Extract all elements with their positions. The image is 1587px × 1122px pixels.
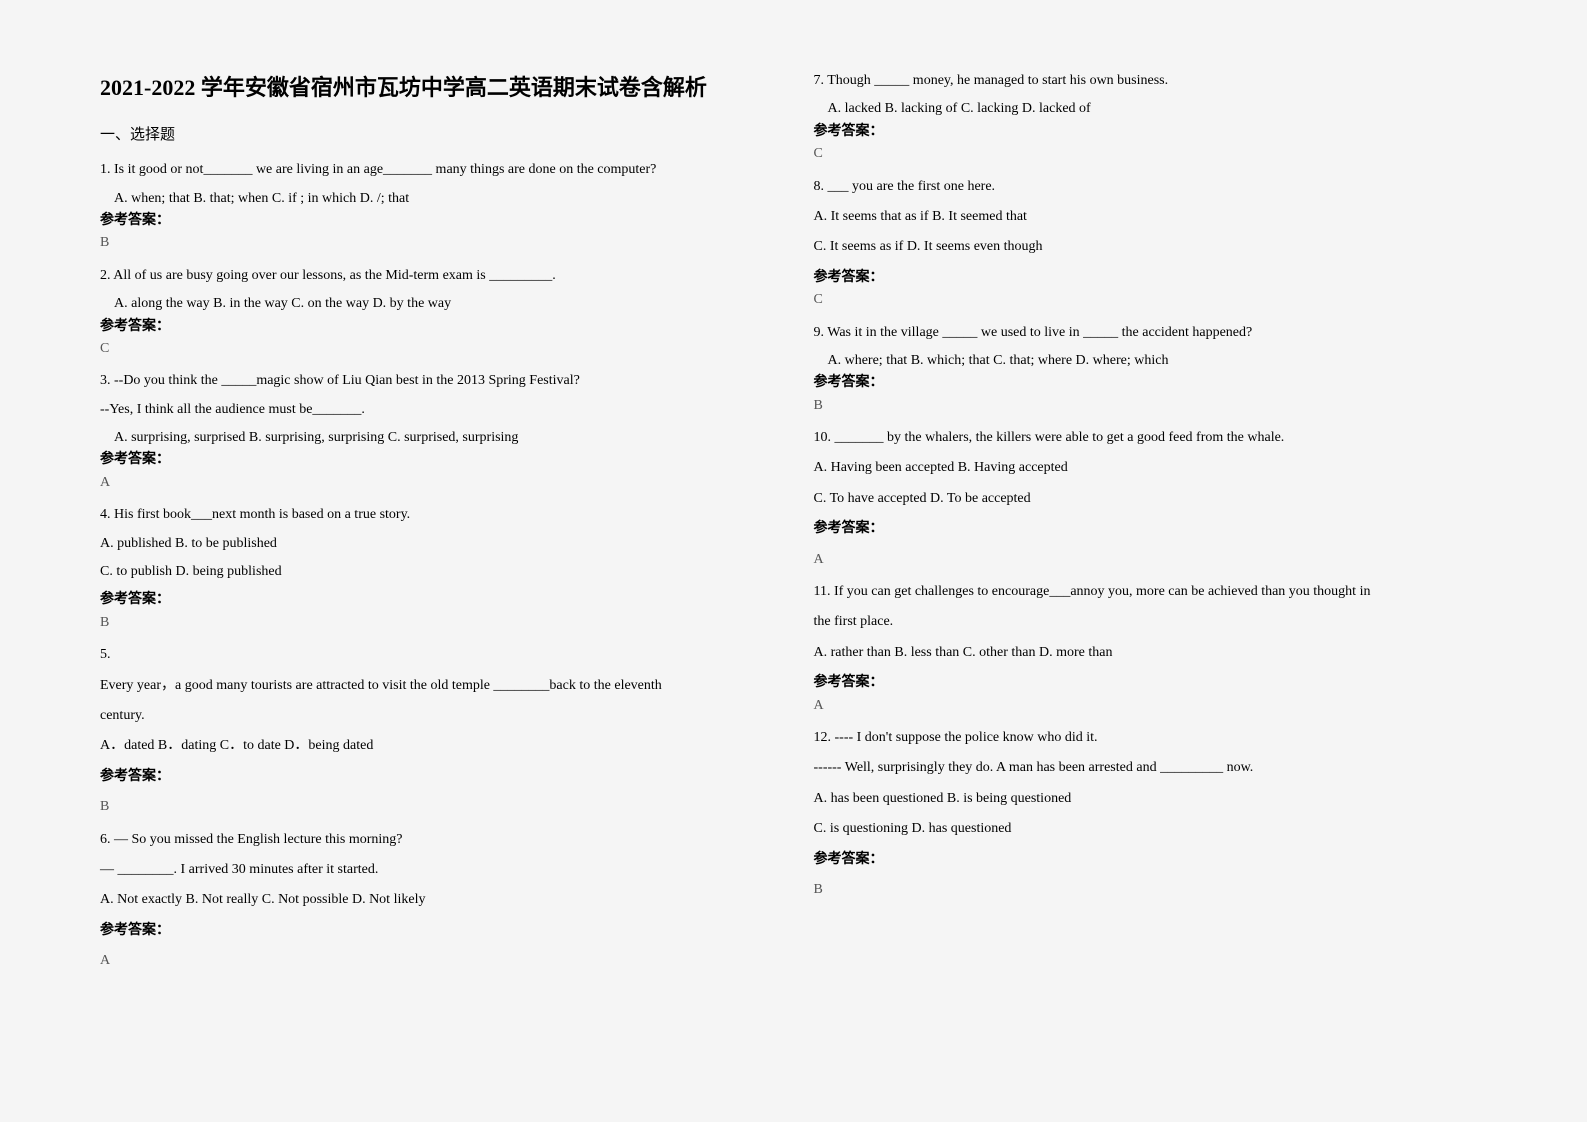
q10-opta: A. Having been accepted B. Having accept…: [814, 457, 1488, 479]
answer-label: 参考答案：: [100, 766, 774, 788]
q11-answer: A: [814, 695, 1488, 717]
q3-answer: A: [100, 472, 774, 494]
q8-text: 8. ___ you are the first one here.: [814, 176, 1488, 198]
page-title: 2021-2022 学年安徽省宿州市瓦坊中学高二英语期末试卷含解析: [100, 70, 774, 105]
q4-opta: A. published B. to be published: [100, 533, 774, 555]
q10-optb: C. To have accepted D. To be accepted: [814, 488, 1488, 510]
q7-answer: C: [814, 143, 1488, 165]
q12-text: 12. ---- I don't suppose the police know…: [814, 727, 1488, 749]
answer-label: 参考答案：: [814, 267, 1488, 289]
q8-opta: A. It seems that as if B. It seemed that: [814, 206, 1488, 228]
q1-answer: B: [100, 232, 774, 254]
q5-answer: B: [100, 796, 774, 818]
answer-label: 参考答案：: [100, 920, 774, 942]
q3-text: 3. --Do you think the _____magic show of…: [100, 370, 774, 392]
answer-label: 参考答案：: [814, 372, 1488, 394]
q3-textb: --Yes, I think all the audience must be_…: [100, 399, 774, 421]
q6-options: A. Not exactly B. Not really C. Not poss…: [100, 889, 774, 911]
q6-texta: — ________. I arrived 30 minutes after i…: [100, 859, 774, 881]
q2-text: 2. All of us are busy going over our les…: [100, 265, 774, 287]
q5-textb: century.: [100, 705, 774, 727]
q4-answer: B: [100, 612, 774, 634]
q10-answer: A: [814, 549, 1488, 571]
q11-textb: the first place.: [814, 611, 1488, 633]
q12-answer: B: [814, 879, 1488, 901]
q4-text: 4. His first book___next month is based …: [100, 504, 774, 526]
q6-text: 6. — So you missed the English lecture t…: [100, 829, 774, 851]
right-column: 7. Though _____ money, he managed to sta…: [814, 70, 1488, 1052]
q3-options: A. surprising, surprised B. surprising, …: [114, 427, 774, 449]
q4-optb: C. to publish D. being published: [100, 561, 774, 583]
q2-answer: C: [100, 338, 774, 360]
answer-label: 参考答案：: [814, 518, 1488, 540]
q8-optb: C. It seems as if D. It seems even thoug…: [814, 236, 1488, 258]
q9-options: A. where; that B. which; that C. that; w…: [828, 350, 1488, 372]
section-header: 一、选择题: [100, 123, 774, 147]
q7-options: A. lacked B. lacking of C. lacking D. la…: [828, 98, 1488, 120]
answer-label: 参考答案：: [100, 589, 774, 611]
q6-answer: A: [100, 950, 774, 972]
answer-label: 参考答案：: [100, 210, 774, 232]
answer-label: 参考答案：: [814, 849, 1488, 871]
q7-text: 7. Though _____ money, he managed to sta…: [814, 70, 1488, 92]
answer-label: 参考答案：: [814, 672, 1488, 694]
q5-num: 5.: [100, 644, 774, 666]
q12-optc: C. is questioning D. has questioned: [814, 818, 1488, 840]
answer-label: 参考答案：: [100, 449, 774, 471]
q5-text: Every year，a good many tourists are attr…: [100, 675, 774, 697]
q8-answer: C: [814, 289, 1488, 311]
q11-text: 11. If you can get challenges to encoura…: [814, 581, 1488, 603]
q1-text: 1. Is it good or not_______ we are livin…: [100, 159, 774, 181]
q9-answer: B: [814, 395, 1488, 417]
answer-label: 参考答案：: [814, 121, 1488, 143]
q5-options: A．dated B．dating C．to date D．being dated: [100, 735, 774, 757]
q9-text: 9. Was it in the village _____ we used t…: [814, 322, 1488, 344]
q1-options: A. when; that B. that; when C. if ; in w…: [114, 188, 774, 210]
answer-label: 参考答案：: [100, 316, 774, 338]
left-column: 2021-2022 学年安徽省宿州市瓦坊中学高二英语期末试卷含解析 一、选择题 …: [100, 70, 774, 1052]
q10-text: 10. _______ by the whalers, the killers …: [814, 427, 1488, 449]
q2-options: A. along the way B. in the way C. on the…: [114, 293, 774, 315]
q11-options: A. rather than B. less than C. other tha…: [814, 642, 1488, 664]
q12-optb: A. has been questioned B. is being quest…: [814, 788, 1488, 810]
q12-texta: ------ Well, surprisingly they do. A man…: [814, 757, 1488, 779]
